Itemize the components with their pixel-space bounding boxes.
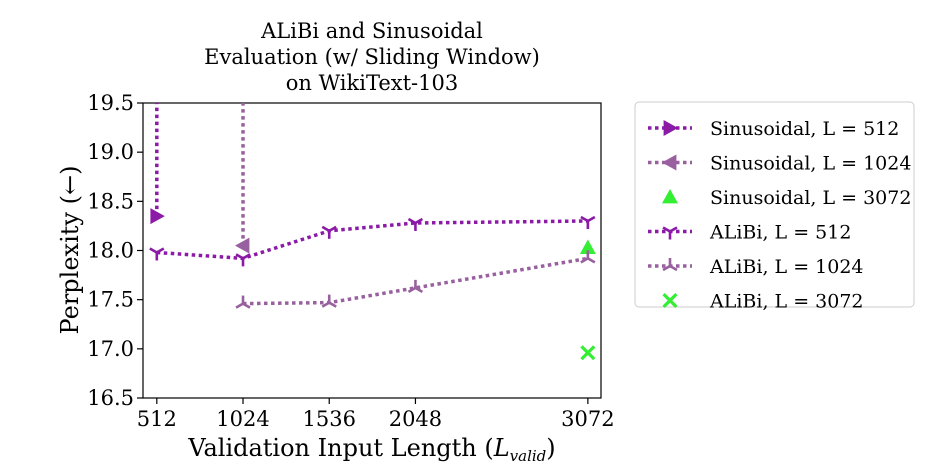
legend-entry: Sinusoidal, L = 1024 (648, 153, 911, 175)
y-tick-label: 17.5 (87, 288, 134, 312)
data-point-series-4 (321, 294, 337, 308)
y-tick-label: 17.0 (87, 337, 134, 361)
legend-box (634, 101, 915, 308)
data-point-series-4 (407, 279, 424, 293)
data-point-series-5 (580, 345, 596, 361)
legend-entry: ALiBi, L = 3072 (662, 291, 864, 313)
legend: Sinusoidal, L = 512 Sinusoidal, L = 1024 S… (634, 101, 915, 313)
legend-marker (663, 120, 678, 136)
legend-label: ALiBi, L = 3072 (709, 291, 864, 313)
data-point-series-0 (150, 208, 165, 225)
legend-label: Sinusoidal, L = 512 (710, 118, 899, 140)
y-tick-label: 19.0 (87, 140, 134, 164)
legend-entry: ALiBi, L = 512 (648, 222, 851, 244)
plot-frame (142, 102, 602, 399)
y-tick-label: 18.0 (87, 239, 134, 263)
series-line-4 (242, 256, 589, 306)
series-lines (155, 103, 589, 306)
chart-title-line-2: Evaluation (w/ Sliding Window) (204, 45, 540, 69)
y-axis: 16.5 17.0 17.5 18.0 18.5 19.0 19.5 (87, 91, 143, 410)
legend-entry: Sinusoidal, L = 512 (648, 118, 899, 140)
y-tick-label: 19.5 (87, 91, 134, 115)
series-line-3 (156, 219, 588, 261)
data-point-series-4 (580, 250, 596, 264)
legend-marker (662, 292, 678, 309)
x-axis: 512 1024 1536 2048 3072 (137, 398, 615, 431)
legend-marker (662, 226, 678, 240)
data-point-series-3 (321, 225, 337, 239)
legend-marker (662, 189, 678, 204)
chart-title-line-3: on WikiText-103 (286, 71, 458, 95)
y-tick-label: 16.5 (87, 386, 134, 410)
x-tick-label: 1024 (216, 407, 269, 431)
series-markers (149, 208, 596, 361)
legend-entry: Sinusoidal, L = 3072 (662, 187, 911, 209)
data-point-series-2 (579, 239, 596, 254)
data-point-series-4 (235, 295, 251, 309)
x-tick-label: 512 (137, 407, 177, 431)
y-axis-label: Perplexity (←) (56, 166, 84, 335)
x-tick-label: 1536 (303, 407, 356, 431)
legend-label: Sinusoidal, L = 3072 (710, 187, 911, 209)
y-tick-label: 18.5 (87, 189, 134, 213)
data-point-series-1 (235, 237, 250, 254)
x-axis-label: Validation Input Length (Lvalid) (187, 434, 555, 465)
x-tick-label: 3072 (561, 407, 614, 431)
x-tick-label: 2048 (389, 407, 442, 431)
data-point-series-3 (407, 217, 424, 231)
legend-label: Sinusoidal, L = 1024 (710, 153, 911, 175)
data-point-series-3 (235, 253, 251, 267)
legend-label: ALiBi, L = 512 (709, 222, 851, 244)
legend-marker (662, 154, 677, 171)
data-point-series-3 (149, 247, 165, 261)
legend-entry: ALiBi, L = 1024 (648, 256, 864, 278)
legend-marker (662, 258, 678, 272)
chart-title-line-1: ALiBi and Sinusoidal (260, 19, 483, 43)
legend-label: ALiBi, L = 1024 (709, 256, 864, 278)
data-point-series-3 (580, 215, 596, 229)
